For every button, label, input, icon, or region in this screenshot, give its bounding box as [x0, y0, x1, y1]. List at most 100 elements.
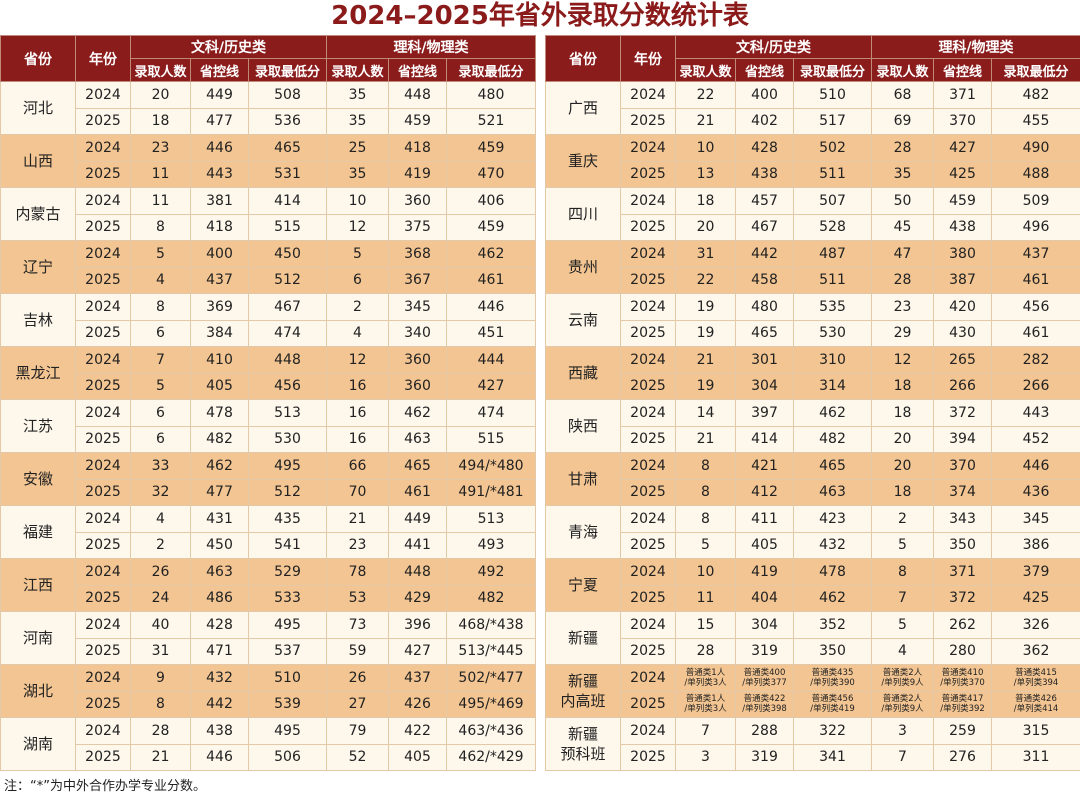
province-name: 重庆	[567, 152, 598, 170]
cell: 517	[793, 107, 872, 135]
cell-line: /单列类390	[810, 677, 855, 688]
cell: 463	[793, 478, 872, 506]
data-row: 江苏 2024 6 478 513 16 462 474	[0, 399, 536, 453]
cell: 2024	[75, 452, 131, 480]
cell: 461	[991, 266, 1080, 294]
cell: 2024	[620, 346, 676, 374]
cell: 513	[248, 399, 327, 427]
cell: 428	[190, 611, 249, 639]
province-name: 新疆	[567, 629, 598, 647]
cell: 345	[991, 505, 1080, 533]
province-name: 甘肃	[567, 470, 598, 488]
cell: 26	[326, 664, 389, 692]
data-row: 2025 32 477 512 70 461 491/*481	[1, 478, 536, 506]
cell: 70	[326, 478, 389, 506]
cell: 259	[933, 717, 992, 745]
cell: 446	[190, 743, 249, 771]
cell: 352	[793, 611, 872, 639]
cell: 458	[735, 266, 794, 294]
cell: 425	[991, 584, 1080, 612]
cell: 461	[446, 266, 536, 294]
cell: 普通类435/单列类390	[793, 664, 872, 692]
cell-line: /单列类3人	[684, 677, 727, 688]
data-row: 2025 22 458 511 28 387 461	[546, 266, 1080, 294]
cell: 502	[793, 134, 872, 162]
cell: 438	[190, 717, 249, 745]
cell-line: 普通类400	[743, 667, 786, 678]
cell: 488	[991, 160, 1080, 188]
cell: 8	[675, 505, 736, 533]
data-row: 2025 19 465 530 29 430 461	[546, 319, 1080, 347]
data-row: 2025 24 486 533 53 429 482	[1, 584, 536, 612]
province-name: 云南	[567, 311, 598, 329]
cell: 2024	[75, 664, 131, 692]
cell: 461	[991, 319, 1080, 347]
cell: 451	[446, 319, 536, 347]
cell: 480	[446, 81, 536, 109]
cell: 3	[675, 743, 736, 771]
cell: 531	[248, 160, 327, 188]
cell: 2025	[75, 160, 131, 188]
cell: 288	[735, 717, 794, 745]
cell: 470	[446, 160, 536, 188]
province-cell: 新疆	[545, 611, 621, 665]
header-cell: 年份	[75, 35, 131, 82]
cell: 2024	[75, 346, 131, 374]
data-row: 云南 2024 19 480 535 23 420 456	[545, 293, 1080, 347]
cell: 426	[388, 690, 447, 718]
header-group: 文科/历史类	[130, 35, 327, 59]
cell: 418	[388, 134, 447, 162]
data-row: 2025 31 471 537 59 427 513/*445	[1, 637, 536, 665]
cell: 5	[130, 372, 191, 400]
cell: 2024	[75, 558, 131, 586]
province-name: 新疆	[567, 672, 598, 690]
cell: 512	[248, 266, 327, 294]
cell: 5	[130, 240, 191, 268]
cell: 456	[991, 293, 1080, 321]
cell: 4	[130, 505, 191, 533]
cell: 462	[793, 399, 872, 427]
data-row: 2025 6 384 474 4 340 451	[1, 319, 536, 347]
province-cell: 湖北	[0, 664, 76, 718]
cell: 350	[933, 531, 992, 559]
cell: 27	[326, 690, 389, 718]
cell-line: /单列类394	[1013, 677, 1059, 688]
header-cell: 录取人数	[675, 58, 736, 82]
cell: 428	[735, 134, 794, 162]
data-row: 重庆 2024 10 428 502 28 427 490	[545, 134, 1080, 188]
province-name: 江西	[22, 576, 53, 594]
cell: 436	[991, 478, 1080, 506]
cell: 478	[190, 399, 249, 427]
province-cell: 重庆	[545, 134, 621, 188]
cell: 19	[675, 372, 736, 400]
cell: 418	[190, 213, 249, 241]
cell: 509	[991, 187, 1080, 215]
cell: 459	[933, 187, 992, 215]
cell: 513	[446, 505, 536, 533]
cell: 2025	[75, 425, 131, 453]
cell: 465	[388, 452, 447, 480]
score-table: 省份 年份 文科/历史类 理科/物理类 录取人数 省控线 录取最低分 录取人数 省控线 录取最低分…	[545, 35, 1080, 771]
cell: 282	[991, 346, 1080, 374]
header-group: 理科/物理类	[871, 35, 1080, 59]
cell-line: 普通类456	[811, 694, 854, 705]
header-cell: 年份	[620, 35, 676, 82]
cell: 266	[991, 372, 1080, 400]
cell: 14	[675, 399, 736, 427]
cell: 539	[248, 690, 327, 718]
cell: 431	[190, 505, 249, 533]
province-name: 河南	[22, 629, 53, 647]
province-name: 湖南	[22, 735, 53, 753]
province-cell: 四川	[545, 187, 621, 241]
cell: 405	[388, 743, 447, 771]
cell: 22	[675, 266, 736, 294]
cell: 310	[793, 346, 872, 374]
cell: 50	[871, 187, 934, 215]
province-cell: 山西	[0, 134, 76, 188]
cell: 467	[735, 213, 794, 241]
data-row: 2025 6 482 530 16 463 515	[1, 425, 536, 453]
cell: 普通类1人/单列类3人	[675, 690, 736, 718]
cell: 432	[190, 664, 249, 692]
cell: 362	[991, 637, 1080, 665]
cell: 普通类2人/单列类9人	[871, 664, 934, 692]
